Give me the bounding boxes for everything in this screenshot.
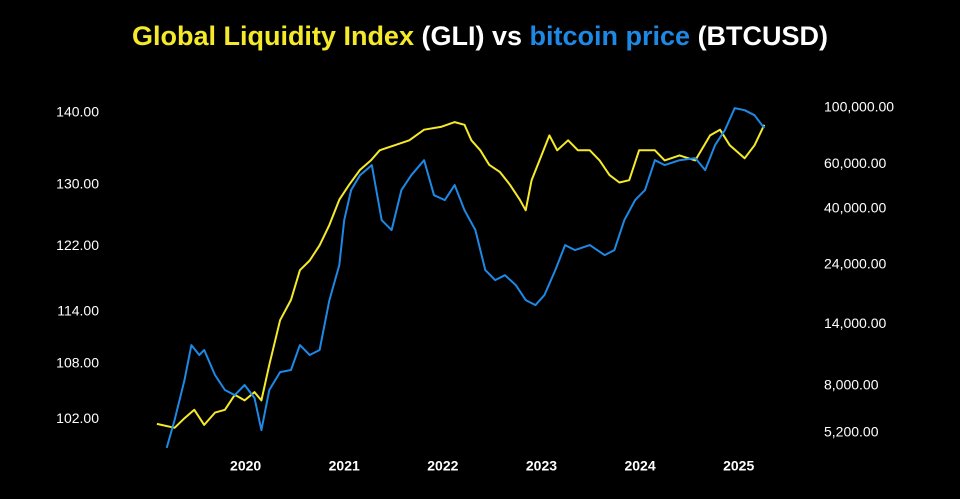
x-tick-label: 2021 [329,458,360,474]
y-tick-label: 102.00 [56,410,99,426]
x-tick-label: 2024 [624,458,655,474]
x-tick-label: 2022 [427,458,458,474]
x-tick-label: 2025 [723,458,754,474]
title-part: Global Liquidity Index [132,21,414,51]
y2-tick-label: 40,000.00 [824,199,886,215]
y2-tick-label: 60,000.00 [824,155,886,171]
title-part: bitcoin price [530,21,691,51]
series-line [156,121,766,429]
chart-title: Global Liquidity Index (GLI) vs bitcoin … [132,21,828,51]
y2-tick-label: 14,000.00 [824,315,886,331]
y-tick-label: 130.00 [56,175,99,191]
y2-tick-label: 8,000.00 [824,376,879,392]
y-tick-label: 108.00 [56,355,99,371]
y2-tick-label: 24,000.00 [824,256,886,272]
y-tick-label: 114.00 [57,302,99,318]
title-part: (GLI) vs [421,21,522,51]
x-tick-label: 2023 [526,458,557,474]
title-part: (BTCUSD) [698,21,828,51]
y2-tick-label: 100,000.00 [824,99,894,115]
y-tick-label: 140.00 [56,104,99,120]
y-tick-label: 122.00 [56,237,99,253]
x-tick-label: 2020 [230,458,261,474]
y2-tick-label: 5,200.00 [824,424,879,440]
series-line [165,107,766,449]
